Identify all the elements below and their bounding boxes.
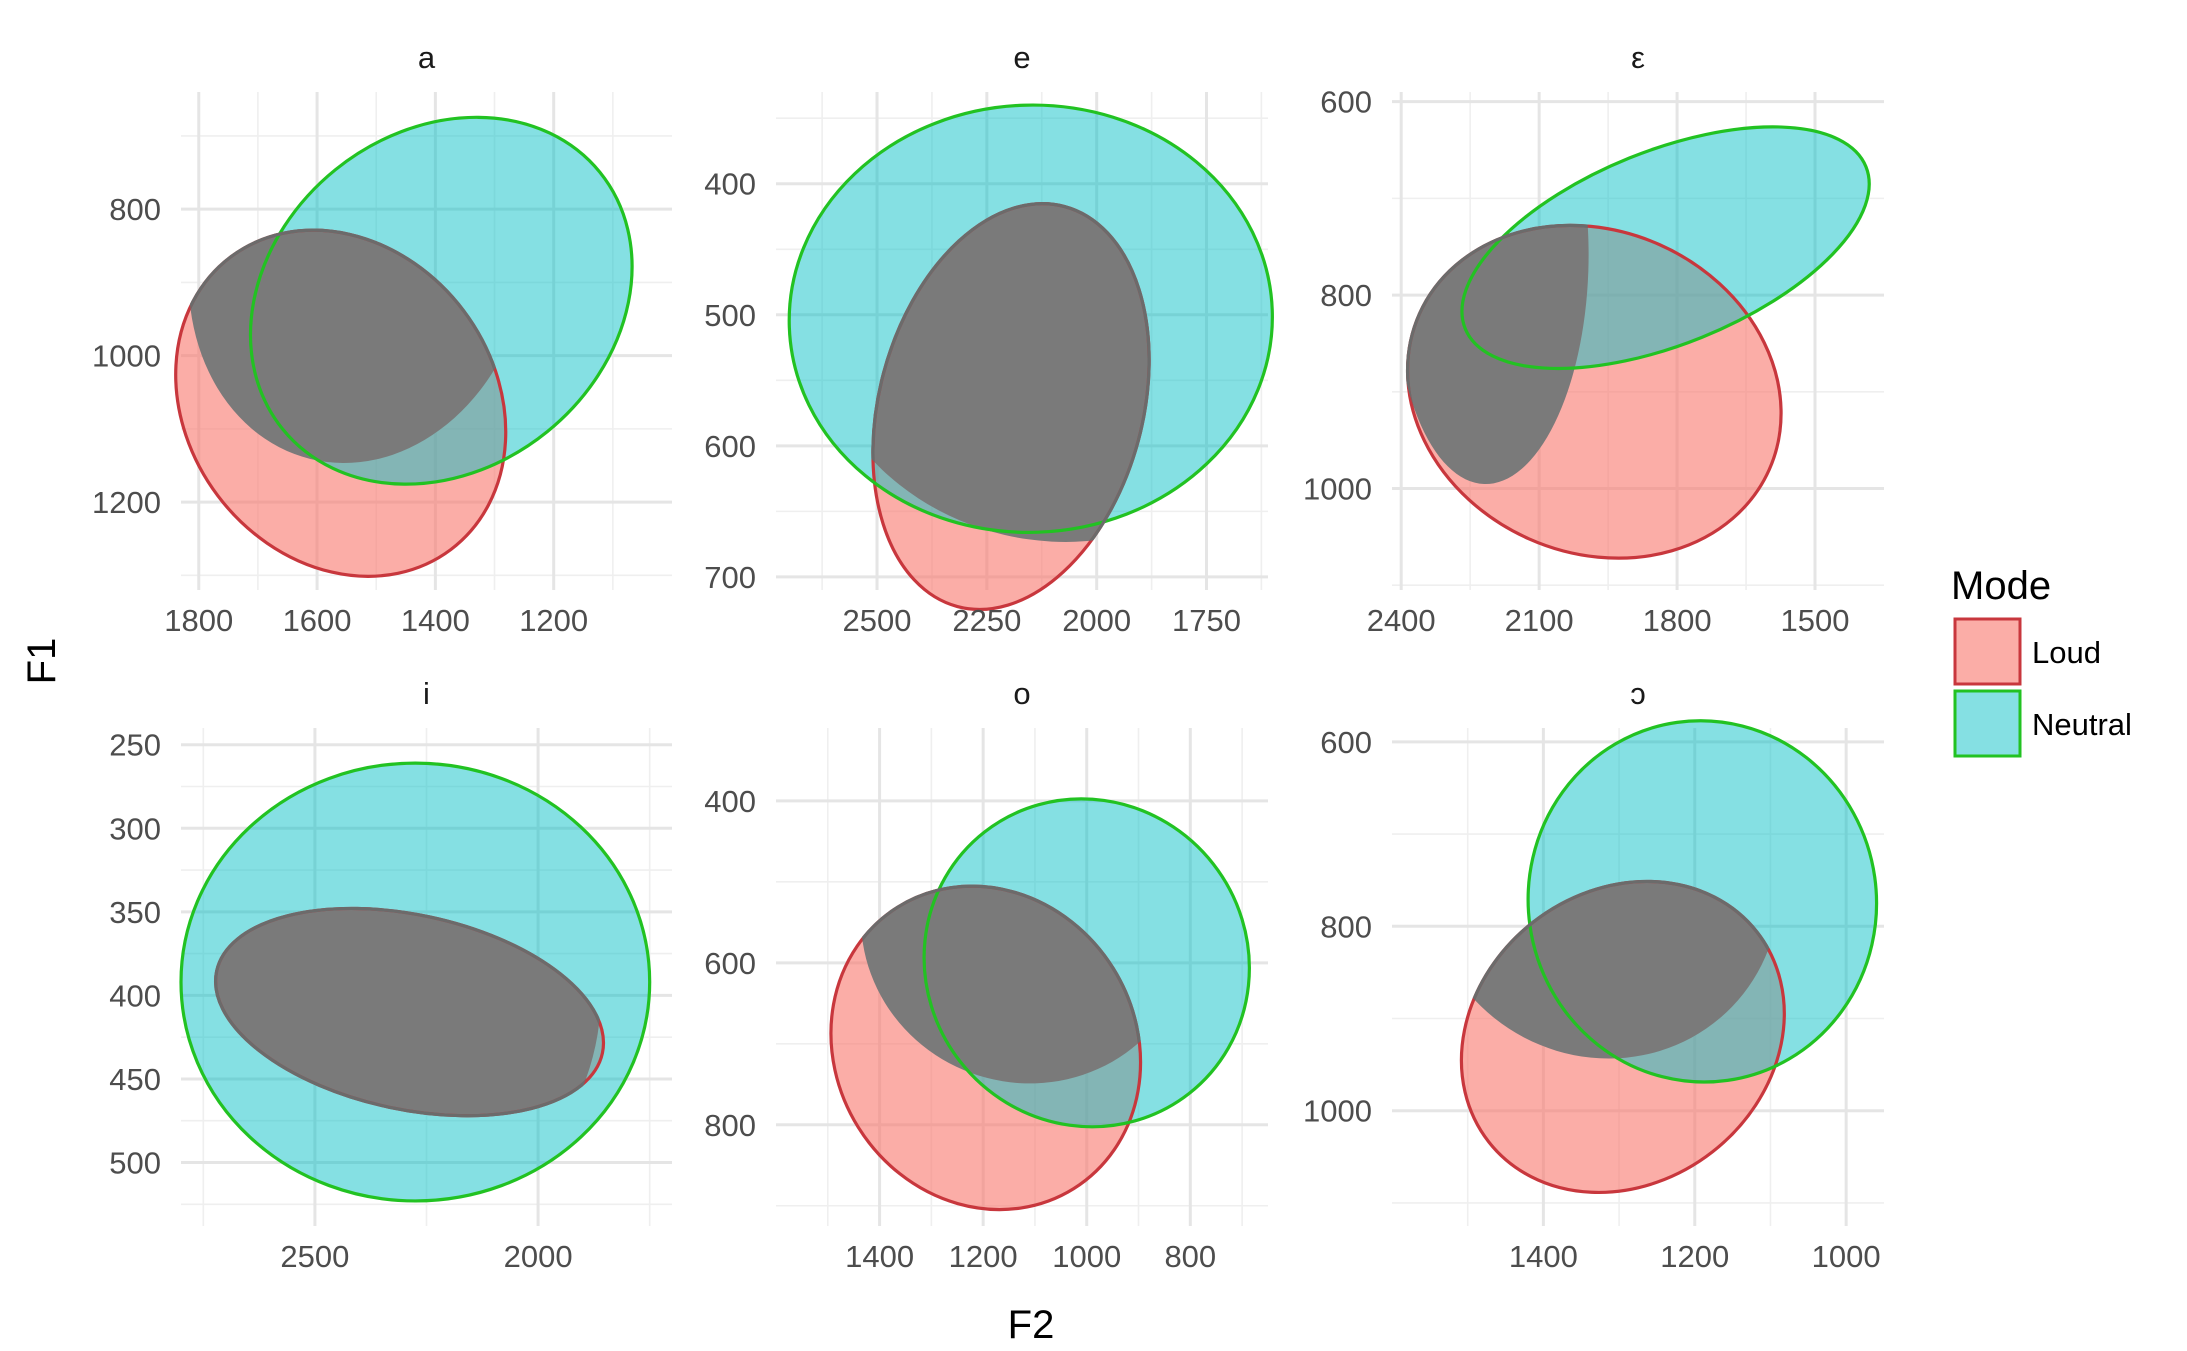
facet-panel-6: ɔ 1400 1200 1000 600 800 1000 (1303, 676, 1884, 1274)
facet-panel-4: i 2500 2000 250 300 350 400 450 500 (109, 676, 672, 1274)
x-tick-label: 1200 (949, 1239, 1018, 1274)
y-tick-label: 1200 (92, 485, 161, 520)
legend-item-neutral: Neutral (1953, 689, 2132, 758)
x-tick-label: 800 (1164, 1239, 1216, 1274)
legend-key-neutral (1953, 689, 2022, 758)
legend-label-neutral: Neutral (2032, 707, 2132, 742)
legend-key-loud (1953, 617, 2022, 686)
facet-panel-2: e 2500 2250 2000 1750 400 500 600 700 (704, 40, 1274, 638)
y-tick-label: 600 (1320, 85, 1372, 120)
x-tick-label: 1600 (283, 603, 352, 638)
y-tick-label: 800 (109, 192, 161, 227)
legend-title: Mode (1951, 564, 2051, 608)
facet-panel-3: ε 2400 2100 1800 1500 600 800 1000 (1303, 40, 1884, 638)
x-tick-label: 1400 (1509, 1239, 1578, 1274)
y-tick-label: 1000 (92, 339, 161, 374)
facet-panel-1: a 1800 1600 1400 1200 800 1000 1200 (92, 40, 672, 638)
x-tick-label: 1000 (1052, 1239, 1121, 1274)
y-tick-label: 450 (109, 1062, 161, 1097)
x-tick-label: 1400 (845, 1239, 914, 1274)
facet-title: e (1013, 40, 1030, 75)
overlap-region (215, 908, 604, 1116)
legend-item-loud: Loud (1953, 617, 2101, 686)
y-tick-label: 500 (704, 298, 756, 333)
y-tick-label: 800 (1320, 909, 1372, 944)
facet-title: a (418, 40, 436, 75)
overlap-outline (1459, 879, 1786, 1132)
x-tick-label: 1000 (1812, 1239, 1881, 1274)
x-axis-title: F2 (1008, 1303, 1055, 1347)
ellipse-outline-neutral (179, 761, 652, 1203)
legend: Mode Loud Neutral (1951, 564, 2132, 758)
y-tick-label: 400 (704, 167, 756, 202)
y-axis-title: F1 (20, 638, 64, 685)
y-tick-label: 250 (109, 728, 161, 763)
ellipse-outline-neutral (248, 115, 634, 486)
x-tick-label: 1800 (1643, 603, 1712, 638)
y-tick-label: 1000 (1303, 471, 1372, 506)
x-tick-label: 1400 (401, 603, 470, 638)
y-tick-label: 300 (109, 811, 161, 846)
x-tick-label: 1500 (1781, 603, 1850, 638)
y-tick-label: 400 (704, 784, 756, 819)
legend-label-loud: Loud (2032, 635, 2101, 670)
y-tick-label: 350 (109, 895, 161, 930)
y-tick-label: 600 (704, 429, 756, 464)
x-tick-label: 2000 (1062, 603, 1131, 638)
x-tick-label: 1750 (1172, 603, 1241, 638)
y-tick-label: 1000 (1303, 1094, 1372, 1129)
facet-title: o (1013, 676, 1030, 711)
x-tick-label: 2500 (280, 1239, 349, 1274)
y-tick-label: 500 (109, 1145, 161, 1180)
x-tick-label: 1800 (164, 603, 233, 638)
y-tick-label: 700 (704, 560, 756, 595)
x-tick-label: 2000 (504, 1239, 573, 1274)
y-tick-label: 600 (704, 946, 756, 981)
x-tick-label: 1200 (519, 603, 588, 638)
facet-title: ɔ (1630, 676, 1646, 711)
x-tick-label: 2100 (1505, 603, 1574, 638)
overlap-region (872, 203, 1150, 590)
panels-layer: a 1800 1600 1400 1200 800 1000 1200 e 2500 2250 200… (92, 40, 1884, 1274)
y-tick-label: 600 (1320, 725, 1372, 760)
y-tick-label: 800 (704, 1108, 756, 1143)
x-tick-label: 2400 (1367, 603, 1436, 638)
x-tick-label: 1200 (1660, 1239, 1729, 1274)
overlap-outline (871, 202, 1151, 590)
x-tick-label: 2500 (843, 603, 912, 638)
facet-title: i (423, 676, 430, 711)
ellipse-outline-neutral (1460, 125, 1871, 371)
ellipse-outline-neutral (922, 797, 1251, 1129)
facet-title: ε (1631, 40, 1645, 75)
ellipse-outline-neutral (787, 103, 1274, 534)
facet-panel-5: o 1400 1200 1000 800 400 600 800 (704, 676, 1268, 1274)
y-tick-label: 800 (1320, 278, 1372, 313)
overlap-outline (1405, 223, 1596, 488)
y-tick-label: 400 (109, 978, 161, 1013)
x-tick-label: 2250 (952, 603, 1021, 638)
